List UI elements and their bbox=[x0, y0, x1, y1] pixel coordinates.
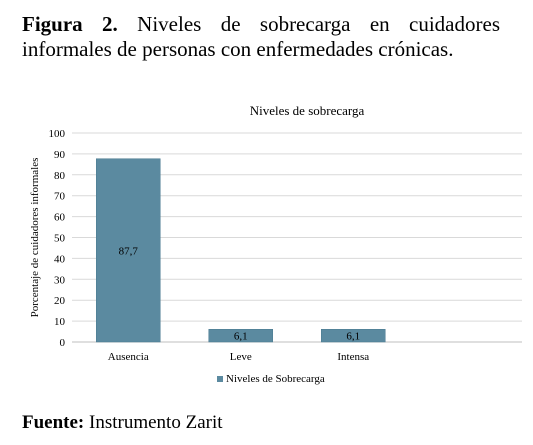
source-text: Instrumento Zarit bbox=[89, 412, 223, 433]
x-tick-label: Intensa bbox=[337, 351, 369, 363]
legend-label: Niveles de Sobrecarga bbox=[226, 373, 325, 385]
y-tick-label: 20 bbox=[54, 295, 66, 307]
legend: Niveles de Sobrecarga bbox=[217, 373, 325, 385]
figure-source: Fuente: Instrumento Zarit bbox=[22, 411, 223, 435]
bar-intensa bbox=[321, 329, 386, 343]
y-tick-label: 60 bbox=[54, 212, 66, 224]
y-axis-label: Porcentaje de cuidadores informales bbox=[29, 158, 41, 318]
data-label: 87,7 bbox=[119, 245, 139, 257]
figure-label: Figura 2 bbox=[22, 12, 113, 36]
y-tick-label: 100 bbox=[49, 128, 66, 140]
y-tick-label: 50 bbox=[54, 233, 66, 245]
data-label: 6,1 bbox=[346, 331, 360, 343]
source-label: Fuente: bbox=[22, 412, 85, 433]
y-tick-label: 30 bbox=[54, 274, 66, 286]
y-tick-label: 10 bbox=[54, 316, 66, 328]
data-label: 6,1 bbox=[234, 331, 248, 343]
y-tick-label: 80 bbox=[54, 170, 66, 182]
bar-chart: Niveles de sobrecarga 0 10 20 30 40 50 60 70 80 90… bbox=[29, 103, 522, 385]
figure-caption-text: Niveles de sobrecarga en cuidadores info… bbox=[22, 12, 500, 61]
x-tick-label: Ausencia bbox=[108, 351, 149, 363]
y-tick-label: 90 bbox=[54, 149, 66, 161]
x-tick-label: Leve bbox=[230, 351, 252, 363]
y-tick-label: 40 bbox=[54, 253, 66, 265]
y-tick-label: 0 bbox=[60, 337, 66, 349]
legend-swatch bbox=[217, 376, 223, 382]
figure-caption: Figura 2. Niveles de sobrecarga en cuida… bbox=[22, 12, 500, 62]
figure-label-separator: . bbox=[112, 12, 118, 36]
y-tick-label: 70 bbox=[54, 191, 66, 203]
chart-title: Niveles de sobrecarga bbox=[250, 103, 365, 118]
bar-leve bbox=[208, 329, 273, 343]
chart-container: Niveles de sobrecarga 0 10 20 30 40 50 60 70 80 90… bbox=[22, 92, 533, 402]
bar-ausencia bbox=[96, 158, 161, 343]
